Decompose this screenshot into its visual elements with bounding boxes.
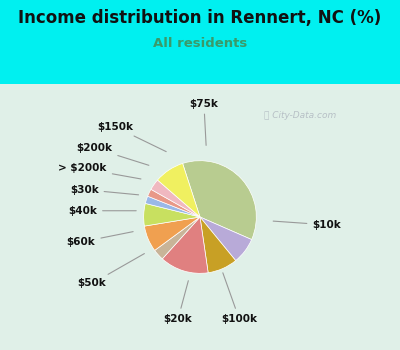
Wedge shape: [200, 217, 236, 273]
Text: $30k: $30k: [70, 184, 138, 195]
Text: $20k: $20k: [164, 281, 192, 324]
Text: $60k: $60k: [67, 232, 133, 247]
Wedge shape: [144, 203, 200, 226]
Text: $200k: $200k: [76, 143, 149, 165]
Text: $75k: $75k: [190, 99, 218, 145]
Text: $40k: $40k: [68, 206, 136, 216]
Wedge shape: [162, 217, 208, 273]
Wedge shape: [151, 180, 200, 217]
Wedge shape: [200, 217, 252, 261]
Text: ⓘ City-Data.com: ⓘ City-Data.com: [264, 111, 336, 120]
Wedge shape: [155, 217, 200, 259]
Text: All residents: All residents: [153, 37, 247, 50]
Wedge shape: [144, 217, 200, 250]
Wedge shape: [148, 189, 200, 217]
Text: $150k: $150k: [98, 122, 166, 152]
Text: $50k: $50k: [78, 254, 144, 288]
Text: > $200k: > $200k: [58, 163, 141, 179]
Wedge shape: [145, 196, 200, 217]
Text: Income distribution in Rennert, NC (%): Income distribution in Rennert, NC (%): [18, 9, 382, 27]
Wedge shape: [182, 161, 256, 239]
Text: $10k: $10k: [273, 220, 341, 230]
Wedge shape: [158, 163, 200, 217]
Text: $100k: $100k: [221, 273, 257, 324]
